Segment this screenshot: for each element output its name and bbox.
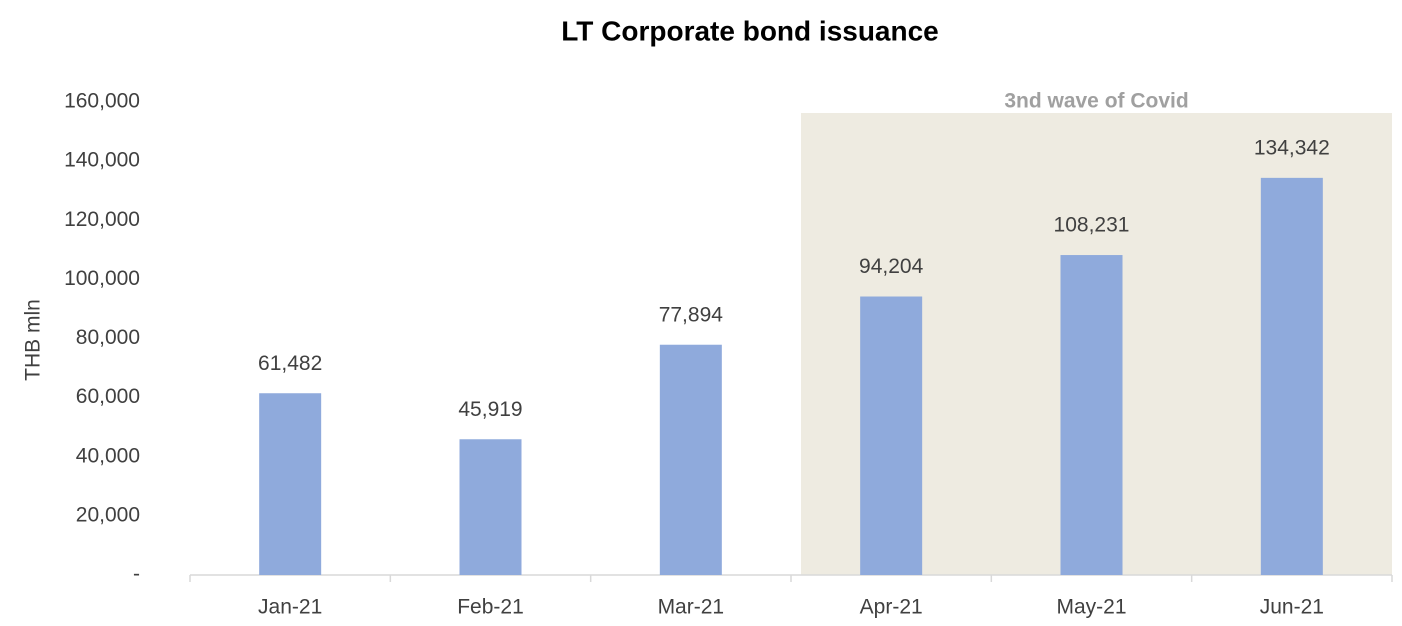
x-tick-label: Mar-21 <box>658 596 725 619</box>
data-label: 108,231 <box>1054 214 1130 237</box>
chart-title: LT Corporate bond issuance <box>561 15 939 46</box>
annotation-text: 3nd wave of Covid <box>1004 90 1188 113</box>
y-tick-label: - <box>133 563 140 586</box>
bar <box>860 296 923 575</box>
y-tick-label: 60,000 <box>76 385 140 408</box>
data-label: 77,894 <box>659 303 724 326</box>
data-label: 94,204 <box>859 255 924 278</box>
y-tick-label: 40,000 <box>76 444 140 467</box>
y-tick-label: 140,000 <box>64 149 140 172</box>
bar <box>1260 177 1323 576</box>
y-tick-label: 160,000 <box>64 90 140 113</box>
data-label: 134,342 <box>1254 136 1330 159</box>
data-label: 45,919 <box>458 398 522 421</box>
bar <box>259 393 322 575</box>
y-axis-label: THB mln <box>22 299 45 381</box>
bar <box>659 344 722 575</box>
x-tick-label: Jan-21 <box>258 596 322 619</box>
bar <box>1060 255 1123 575</box>
bar <box>459 439 522 575</box>
data-label: 61,482 <box>258 352 322 375</box>
y-tick-label: 20,000 <box>76 503 140 526</box>
x-tick-label: Jun-21 <box>1260 596 1324 619</box>
y-tick-label: 100,000 <box>64 267 140 290</box>
y-tick-label: 120,000 <box>64 208 140 231</box>
y-tick-label: 80,000 <box>76 326 140 349</box>
x-tick-label: May-21 <box>1056 596 1126 619</box>
x-tick-label: Apr-21 <box>860 596 923 619</box>
x-tick-label: Feb-21 <box>457 596 524 619</box>
